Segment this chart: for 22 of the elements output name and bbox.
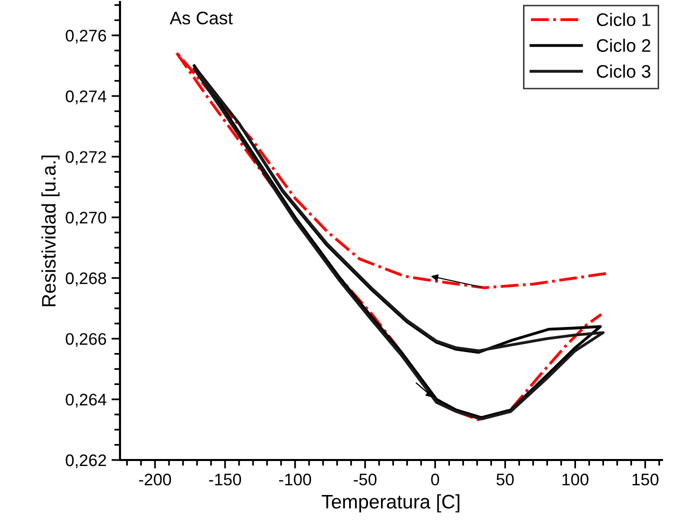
y-tick-label: 0,274 [66, 90, 106, 104]
legend-label: Ciclo 1 [596, 12, 650, 26]
y-tick-label: 0,266 [66, 333, 106, 347]
x-tick-label: 100 [562, 474, 588, 486]
x-tick-label: 0 [431, 474, 440, 486]
x-tick-label: -200 [139, 474, 172, 486]
legend-label: Ciclo 3 [596, 64, 650, 78]
x-tick-label: -150 [209, 474, 242, 486]
y-tick-label: 0,262 [66, 454, 106, 468]
y-tick-label: 0,276 [66, 30, 106, 44]
x-tick-label: -100 [279, 474, 312, 486]
x-tick-label: 150 [632, 474, 658, 486]
x-tick-label: -50 [354, 474, 376, 486]
y-tick-label: 0,268 [66, 272, 106, 286]
y-tick-label: 0,264 [66, 394, 106, 408]
y-tick-label: 0,270 [66, 212, 106, 226]
x-axis-title: Temperatura [C] [322, 494, 460, 512]
legend-label: Ciclo 2 [596, 38, 650, 52]
y-axis-title: Resistividad [u.a.] [41, 156, 60, 306]
chart-title: As Cast [170, 12, 233, 24]
y-tick-label: 0,272 [66, 151, 106, 165]
x-tick-label: 50 [496, 474, 514, 486]
